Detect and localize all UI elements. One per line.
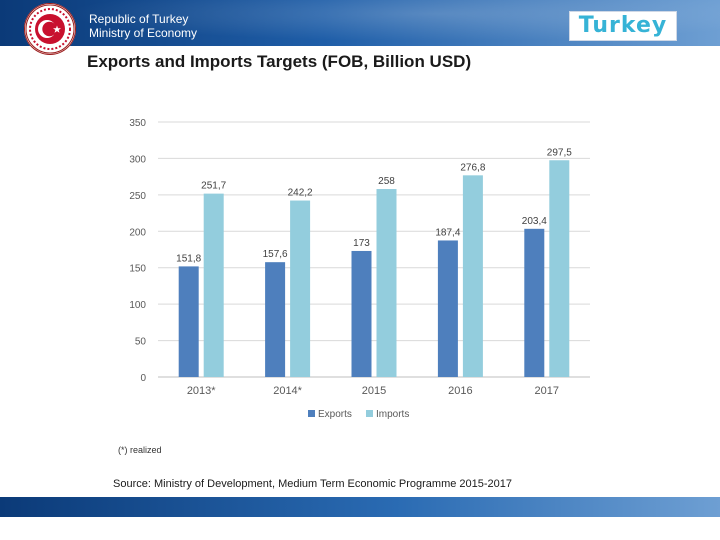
y-tick-label: 200 bbox=[129, 227, 146, 238]
footer-banner bbox=[0, 497, 720, 517]
ministry-name: Republic of Turkey Ministry of Economy bbox=[89, 12, 197, 40]
source-text: Source: Ministry of Development, Medium … bbox=[113, 478, 513, 490]
legend-label: Exports bbox=[318, 409, 352, 420]
y-tick-label: 300 bbox=[129, 154, 146, 165]
y-tick-label: 100 bbox=[129, 300, 146, 311]
legend-swatch bbox=[308, 410, 315, 417]
imports-bar bbox=[462, 175, 483, 377]
imports-bar bbox=[203, 193, 224, 377]
y-tick-label: 350 bbox=[129, 118, 146, 129]
turkey-brand-logo: Turkey bbox=[569, 11, 677, 41]
exports-data-label: 187,4 bbox=[435, 227, 460, 238]
y-tick-label: 250 bbox=[129, 191, 146, 202]
exports-data-label: 157,6 bbox=[263, 249, 288, 260]
y-tick-label: 0 bbox=[140, 373, 146, 384]
y-tick-label: 50 bbox=[135, 337, 147, 348]
y-tick-label: 150 bbox=[129, 264, 146, 275]
imports-data-label: 242,2 bbox=[288, 188, 313, 199]
ministry-emblem-icon bbox=[24, 3, 76, 55]
exports-bar bbox=[265, 262, 286, 377]
ministry-line-2: Ministry of Economy bbox=[89, 26, 198, 40]
imports-bar bbox=[290, 200, 311, 377]
exports-bar bbox=[524, 228, 545, 377]
exports-bar bbox=[178, 266, 199, 377]
exports-bar bbox=[351, 250, 372, 377]
exports-data-label: 173 bbox=[353, 238, 370, 249]
imports-data-label: 251,7 bbox=[201, 181, 226, 192]
exports-data-label: 203,4 bbox=[522, 216, 547, 227]
imports-data-label: 258 bbox=[378, 176, 395, 187]
x-tick-label: 2016 bbox=[448, 385, 472, 397]
imports-bar bbox=[549, 160, 570, 377]
legend-label: Imports bbox=[376, 409, 409, 420]
legend-swatch bbox=[366, 410, 373, 417]
exports-data-label: 151,8 bbox=[176, 253, 201, 264]
footnote: (*) realized bbox=[118, 445, 162, 455]
imports-data-label: 297,5 bbox=[547, 147, 572, 158]
x-tick-label: 2013* bbox=[187, 385, 216, 397]
ministry-line-1: Republic of Turkey bbox=[89, 12, 189, 26]
exports-bar bbox=[437, 240, 458, 377]
imports-bar bbox=[376, 189, 397, 377]
x-tick-label: 2015 bbox=[362, 385, 386, 397]
x-tick-label: 2014* bbox=[273, 385, 302, 397]
imports-data-label: 276,8 bbox=[460, 162, 485, 173]
x-tick-label: 2017 bbox=[535, 385, 559, 397]
slide-title: Exports and Imports Targets (FOB, Billio… bbox=[87, 52, 472, 71]
